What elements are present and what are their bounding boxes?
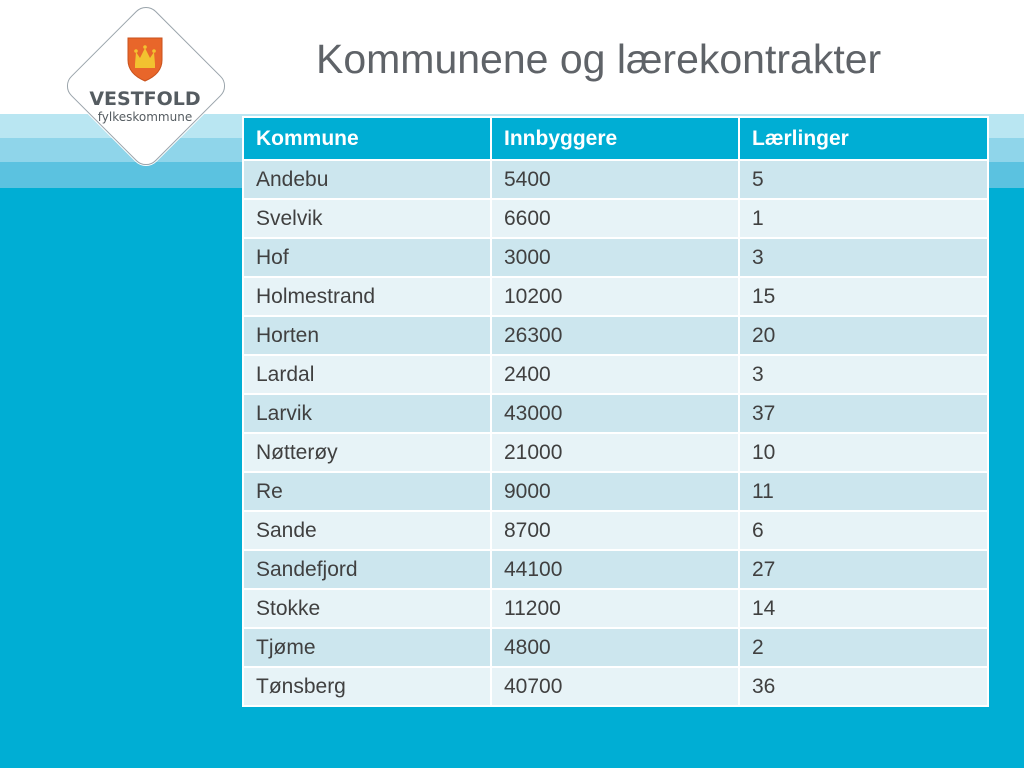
- table-row: Sande 8700 6: [242, 510, 989, 551]
- table-row: Larvik 43000 37: [242, 393, 989, 434]
- cell-laerlinger: 3: [738, 237, 989, 278]
- cell-kommune: Re: [242, 471, 492, 512]
- table-row: Re 9000 11: [242, 471, 989, 512]
- cell-innbyggere: 3000: [490, 237, 740, 278]
- cell-laerlinger: 11: [738, 471, 989, 512]
- cell-innbyggere: 6600: [490, 198, 740, 239]
- page-title: Kommunene og lærekontrakter: [316, 36, 882, 82]
- cell-laerlinger: 14: [738, 588, 989, 629]
- cell-kommune: Holmestrand: [242, 276, 492, 317]
- cell-innbyggere: 40700: [490, 666, 740, 707]
- cell-laerlinger: 3: [738, 354, 989, 395]
- vestfold-logo: VESTFOLD fylkeskommune: [61, 1, 231, 171]
- cell-innbyggere: 43000: [490, 393, 740, 434]
- cell-kommune: Andebu: [242, 159, 492, 200]
- coat-of-arms-icon: [127, 37, 163, 82]
- cell-innbyggere: 44100: [490, 549, 740, 590]
- table-row: Holmestrand 10200 15: [242, 276, 989, 317]
- table-row: Lardal 2400 3: [242, 354, 989, 395]
- cell-laerlinger: 1: [738, 198, 989, 239]
- cell-laerlinger: 27: [738, 549, 989, 590]
- cell-kommune: Tjøme: [242, 627, 492, 668]
- table-row: Stokke 11200 14: [242, 588, 989, 629]
- cell-laerlinger: 36: [738, 666, 989, 707]
- table-row: Nøtterøy 21000 10: [242, 432, 989, 473]
- cell-kommune: Nøtterøy: [242, 432, 492, 473]
- cell-kommune: Horten: [242, 315, 492, 356]
- cell-laerlinger: 6: [738, 510, 989, 551]
- cell-laerlinger: 10: [738, 432, 989, 473]
- municipality-table: Kommune Innbyggere Lærlinger Andebu 5400 5…: [242, 116, 989, 707]
- cell-innbyggere: 5400: [490, 159, 740, 200]
- table-row: Hof 3000 3: [242, 237, 989, 278]
- cell-kommune: Lardal: [242, 354, 492, 395]
- table-row: Tønsberg 40700 36: [242, 666, 989, 707]
- cell-kommune: Larvik: [242, 393, 492, 434]
- logo-diamond-shape: [61, 1, 231, 171]
- cell-innbyggere: 10200: [490, 276, 740, 317]
- table-row: Svelvik 6600 1: [242, 198, 989, 239]
- cell-laerlinger: 5: [738, 159, 989, 200]
- cell-innbyggere: 9000: [490, 471, 740, 512]
- table-row: Andebu 5400 5: [242, 159, 989, 200]
- header-laerlinger: Lærlinger: [738, 116, 989, 161]
- cell-laerlinger: 37: [738, 393, 989, 434]
- cell-laerlinger: 15: [738, 276, 989, 317]
- table-row: Tjøme 4800 2: [242, 627, 989, 668]
- header-kommune: Kommune: [242, 116, 492, 161]
- cell-innbyggere: 11200: [490, 588, 740, 629]
- cell-kommune: Stokke: [242, 588, 492, 629]
- cell-innbyggere: 21000: [490, 432, 740, 473]
- cell-kommune: Svelvik: [242, 198, 492, 239]
- table-row: Sandefjord 44100 27: [242, 549, 989, 590]
- logo-subtitle: fylkeskommune: [97, 110, 193, 124]
- logo-name: VESTFOLD: [89, 88, 201, 110]
- cell-innbyggere: 2400: [490, 354, 740, 395]
- cell-kommune: Hof: [242, 237, 492, 278]
- cell-innbyggere: 8700: [490, 510, 740, 551]
- table-header-row: Kommune Innbyggere Lærlinger: [242, 116, 989, 161]
- cell-innbyggere: 4800: [490, 627, 740, 668]
- cell-innbyggere: 26300: [490, 315, 740, 356]
- cell-laerlinger: 2: [738, 627, 989, 668]
- header-innbyggere: Innbyggere: [490, 116, 740, 161]
- cell-laerlinger: 20: [738, 315, 989, 356]
- cell-kommune: Sandefjord: [242, 549, 492, 590]
- table-row: Horten 26300 20: [242, 315, 989, 356]
- cell-kommune: Tønsberg: [242, 666, 492, 707]
- cell-kommune: Sande: [242, 510, 492, 551]
